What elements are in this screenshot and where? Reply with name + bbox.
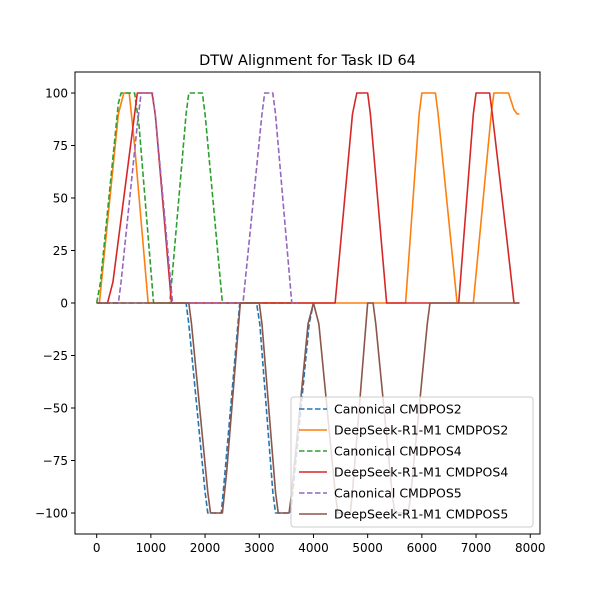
x-axis: 0 1000 2000 3000 4000 5000 6000 7000 8000 [93,534,546,555]
legend-label: Canonical CMDPOS5 [334,486,462,501]
x-tick-label: 8000 [515,541,546,555]
x-tick-label: 1000 [136,541,167,555]
legend: Canonical CMDPOS2 DeepSeek-R1-M1 CMDPOS2 C… [290,396,534,528]
legend-label: Canonical CMDPOS4 [334,444,462,459]
x-tick-label: 0 [93,541,101,555]
series-line-5 [96,92,298,304]
y-tick-label: −25 [43,349,68,363]
series-line-3 [95,92,292,304]
legend-label: DeepSeek-R1-M1 CMDPOS4 [334,465,508,480]
y-axis: −100 −75 −50 −25 0 25 50 75 100 [35,86,75,520]
x-tick-label: 2000 [190,541,221,555]
y-tick-label: −50 [43,401,68,415]
series-line-1 [96,302,315,514]
y-tick-label: −100 [35,506,68,520]
x-tick-label: 7000 [461,541,492,555]
series-line-2 [96,92,520,304]
x-tick-label: 6000 [407,541,438,555]
x-tick-label: 5000 [352,541,383,555]
y-tick-label: 0 [60,296,68,310]
y-tick-label: 75 [53,139,68,153]
y-tick-label: 25 [53,244,68,258]
y-tick-label: −75 [43,454,68,468]
x-tick-label: 3000 [244,541,275,555]
series-line-4 [96,92,520,304]
y-tick-label: 50 [53,191,68,205]
legend-label: DeepSeek-R1-M1 CMDPOS5 [334,507,508,522]
chart-title: DTW Alignment for Task ID 64 [199,53,416,69]
y-tick-label: 100 [45,86,68,100]
legend-label: Canonical CMDPOS2 [334,402,462,417]
legend-box [290,396,534,528]
legend-label: DeepSeek-R1-M1 CMDPOS2 [334,423,508,438]
x-tick-label: 4000 [298,541,329,555]
